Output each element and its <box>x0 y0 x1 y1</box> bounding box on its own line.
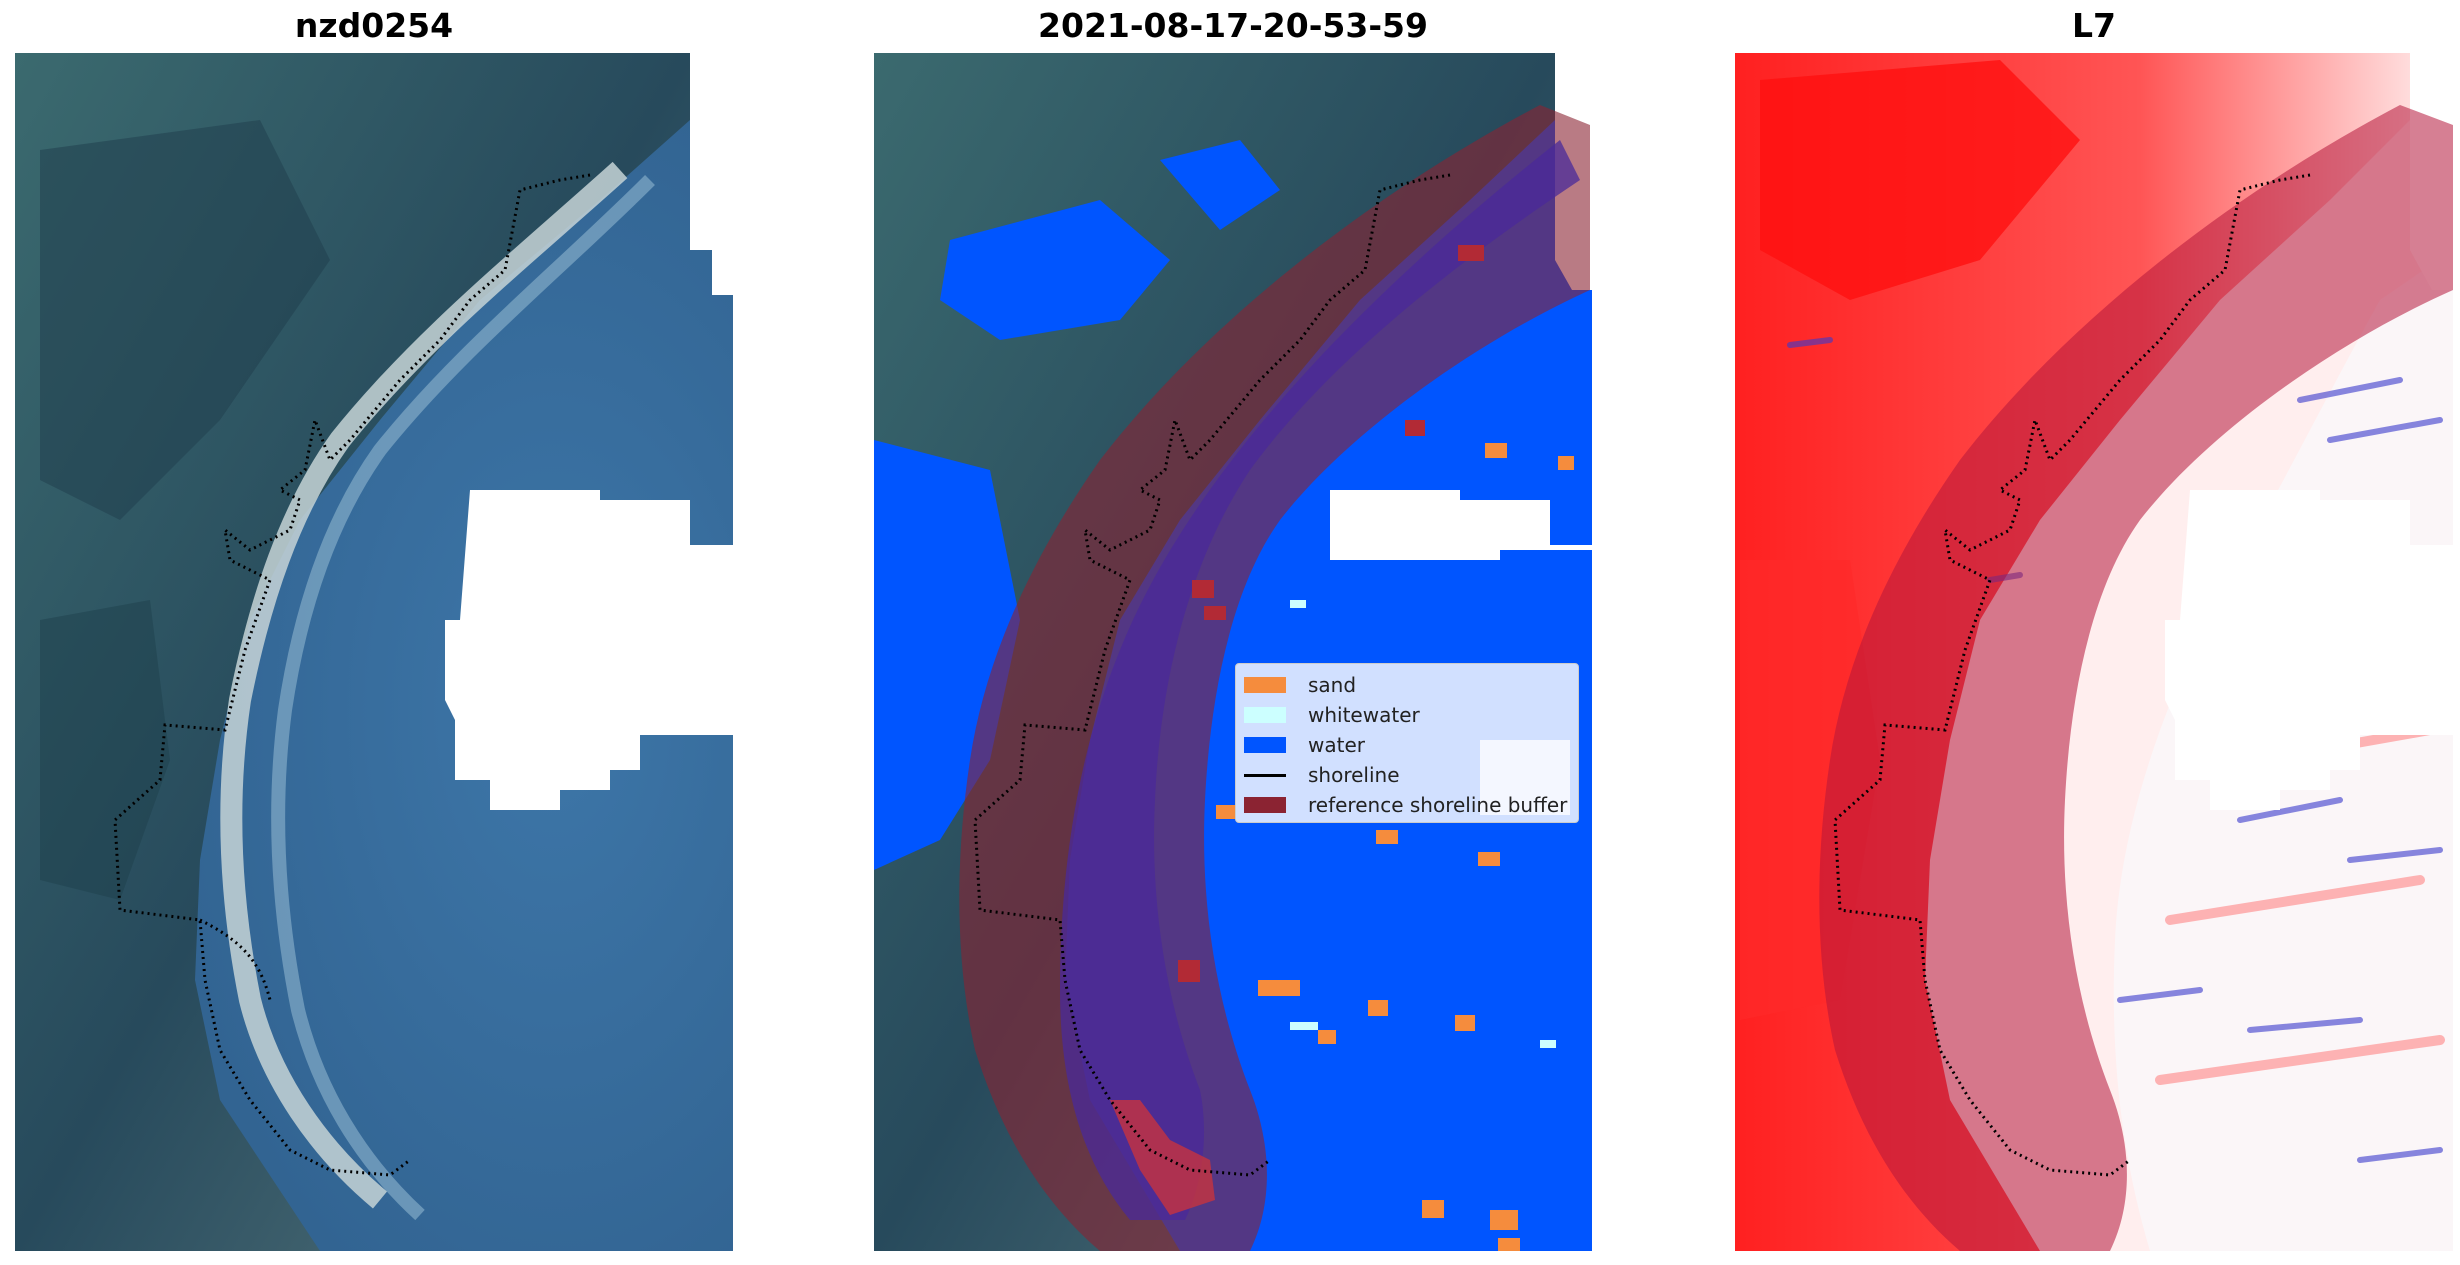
sand-pixel <box>1478 852 1500 866</box>
whitewater-pixel <box>1290 600 1306 608</box>
shoreline-panel-2 <box>973 173 1451 1177</box>
legend-label-shoreline: shoreline <box>1308 763 1400 787</box>
shoreline-panel-1 <box>113 173 591 1177</box>
legend-swatch-sand <box>1244 677 1286 693</box>
buffer-patch <box>1405 420 1425 436</box>
forest-shade <box>40 120 330 520</box>
legend-item-sand: sand <box>1244 671 1356 699</box>
sand-pixel <box>1498 1238 1520 1251</box>
panel-title-classified: 2021-08-17-20-53-59 <box>1038 6 1428 45</box>
legend-item-whitewater: whitewater <box>1244 701 1420 729</box>
forest-shade-2 <box>40 600 170 900</box>
no-data-hole <box>1330 490 1592 560</box>
index-image-panel <box>1735 53 2453 1251</box>
shorelines <box>113 173 2311 1177</box>
panel-title-rgb: nzd0254 <box>294 6 454 45</box>
buffer-patch <box>1204 606 1226 620</box>
index-red-streak <box>1760 60 2080 300</box>
sand-pixel <box>1258 980 1300 996</box>
buffer-inner-purple <box>1060 140 1580 1220</box>
legend-swatch-water <box>1244 737 1286 753</box>
beach-strip <box>220 161 628 1209</box>
legend-swatch-buffer <box>1244 797 1286 813</box>
legend: sand whitewater water shoreline referenc… <box>1235 663 1579 823</box>
legend-item-buffer: reference shoreline buffer <box>1244 791 1567 819</box>
sand-pixel <box>1455 1015 1475 1031</box>
legend-item-shoreline: shoreline <box>1244 761 1400 789</box>
sand-pixel <box>1485 443 1507 458</box>
buffer-patch <box>1192 580 1214 598</box>
whitewater-pixel <box>1290 1022 1318 1030</box>
legend-label-water: water <box>1308 733 1365 757</box>
reference-shoreline-buffer <box>1819 105 2453 1251</box>
surf-strip <box>271 175 655 1221</box>
sand-pixel <box>1422 1200 1444 1218</box>
legend-label-whitewater: whitewater <box>1308 703 1420 727</box>
legend-label-buffer: reference shoreline buffer <box>1308 793 1568 817</box>
water-patch-3 <box>1160 140 1280 230</box>
sand-pixel <box>1368 1000 1388 1016</box>
no-data-right-top <box>690 53 733 1251</box>
shoreline-panel-3 <box>1833 173 2311 1177</box>
legend-swatch-whitewater <box>1244 707 1286 723</box>
sand-pixel <box>1376 830 1398 844</box>
legend-line-shoreline <box>1244 773 1286 777</box>
classified-image-panel <box>874 53 1592 1251</box>
no-data-hole <box>2165 490 2453 810</box>
buffer-patch <box>1458 245 1484 261</box>
panel-title-index: L7 <box>2072 6 2116 45</box>
sand-pixel <box>1216 805 1236 819</box>
legend-item-water: water <box>1244 731 1365 759</box>
sand-pixel <box>1490 1210 1518 1230</box>
water-patch-1 <box>940 200 1170 340</box>
whitewater-pixel <box>1540 1040 1556 1048</box>
sand-pixel <box>1318 1030 1336 1044</box>
no-data-hole <box>445 490 733 810</box>
sand-pixel <box>1558 456 1574 470</box>
buffer-patch <box>1178 960 1200 982</box>
rgb-image-panel <box>15 53 733 1251</box>
legend-label-sand: sand <box>1308 673 1357 697</box>
buffer-patch-large <box>1110 1100 1215 1215</box>
